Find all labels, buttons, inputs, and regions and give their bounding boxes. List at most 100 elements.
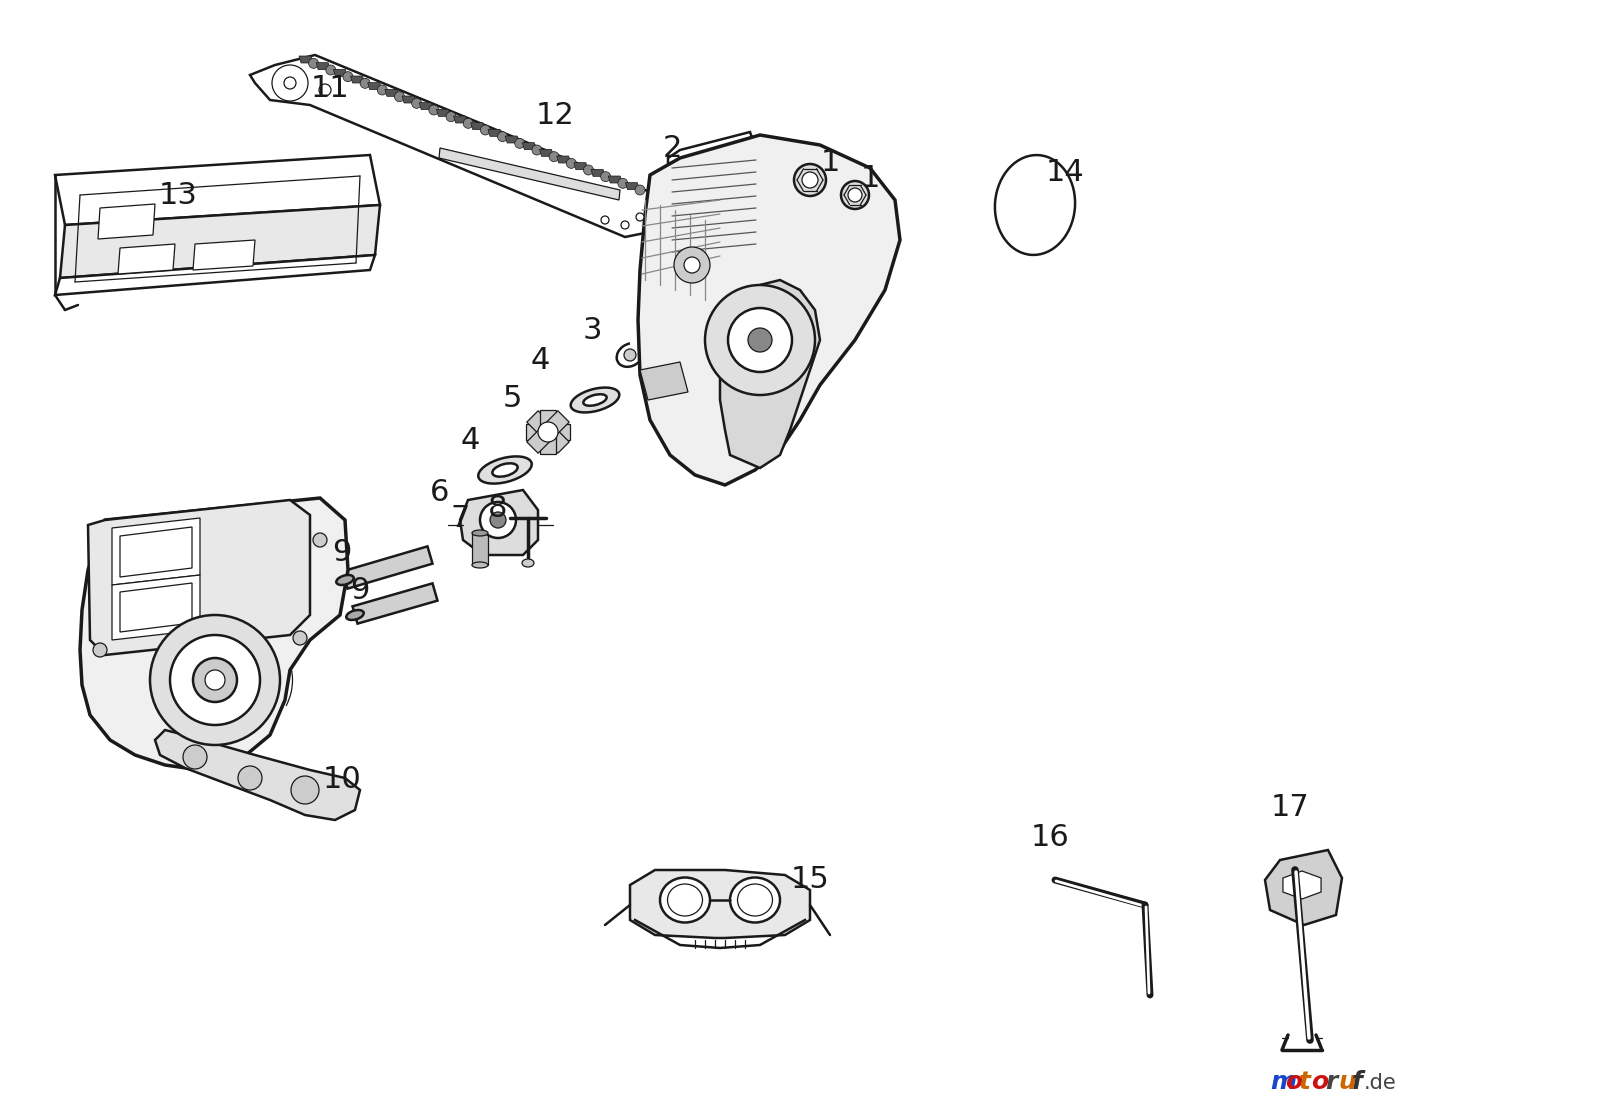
Text: 9: 9 <box>333 538 352 567</box>
Polygon shape <box>54 155 381 225</box>
Polygon shape <box>640 362 688 400</box>
Text: 11: 11 <box>310 74 349 103</box>
Text: 1: 1 <box>821 148 840 177</box>
Circle shape <box>480 125 490 136</box>
Circle shape <box>464 119 474 129</box>
Circle shape <box>728 308 792 372</box>
Circle shape <box>360 78 370 88</box>
Circle shape <box>584 165 594 175</box>
Ellipse shape <box>661 877 710 923</box>
Circle shape <box>635 185 645 195</box>
Circle shape <box>515 139 525 148</box>
Polygon shape <box>368 83 382 90</box>
Text: 13: 13 <box>158 180 197 209</box>
Polygon shape <box>352 584 437 624</box>
Circle shape <box>395 92 405 102</box>
Text: 5: 5 <box>502 383 522 412</box>
Polygon shape <box>342 547 432 589</box>
Circle shape <box>842 181 869 209</box>
Text: u: u <box>1338 1070 1355 1094</box>
Polygon shape <box>541 410 557 454</box>
Circle shape <box>411 99 422 109</box>
Circle shape <box>637 213 643 221</box>
Circle shape <box>602 216 610 224</box>
Polygon shape <box>472 533 488 564</box>
Polygon shape <box>317 63 330 69</box>
Text: 12: 12 <box>536 101 574 130</box>
Circle shape <box>293 631 307 645</box>
Polygon shape <box>669 132 762 280</box>
Text: 2: 2 <box>662 133 682 162</box>
Circle shape <box>794 164 826 196</box>
Polygon shape <box>574 162 587 169</box>
Circle shape <box>150 615 280 745</box>
Polygon shape <box>299 56 314 63</box>
Polygon shape <box>438 148 621 200</box>
Ellipse shape <box>472 530 488 536</box>
Polygon shape <box>557 156 571 164</box>
Polygon shape <box>112 519 200 585</box>
Ellipse shape <box>571 388 619 412</box>
Circle shape <box>318 84 331 96</box>
Polygon shape <box>80 498 349 771</box>
Polygon shape <box>526 411 570 454</box>
Circle shape <box>272 65 307 101</box>
Polygon shape <box>350 76 365 83</box>
Polygon shape <box>112 575 200 640</box>
Circle shape <box>291 776 318 804</box>
Text: 7: 7 <box>450 504 470 532</box>
Polygon shape <box>626 183 640 189</box>
Polygon shape <box>333 69 347 76</box>
Polygon shape <box>118 244 174 274</box>
Text: 17: 17 <box>1270 793 1309 822</box>
Circle shape <box>674 248 710 283</box>
Polygon shape <box>488 129 502 137</box>
Circle shape <box>600 171 611 181</box>
Circle shape <box>749 328 771 352</box>
Circle shape <box>446 112 456 122</box>
Text: f: f <box>1352 1070 1363 1094</box>
Polygon shape <box>539 149 554 157</box>
Circle shape <box>538 422 558 442</box>
Ellipse shape <box>346 610 363 620</box>
Ellipse shape <box>738 884 773 916</box>
Ellipse shape <box>472 562 488 568</box>
Circle shape <box>621 221 629 228</box>
Polygon shape <box>386 90 398 96</box>
Polygon shape <box>720 280 819 468</box>
Text: t: t <box>1299 1070 1310 1094</box>
Circle shape <box>480 502 515 538</box>
Ellipse shape <box>336 575 354 585</box>
Ellipse shape <box>995 155 1075 255</box>
Circle shape <box>205 670 226 690</box>
Polygon shape <box>506 136 518 143</box>
Text: r: r <box>1325 1070 1338 1094</box>
Polygon shape <box>250 55 670 237</box>
Polygon shape <box>454 116 467 123</box>
Circle shape <box>342 72 354 82</box>
Circle shape <box>624 349 637 361</box>
Circle shape <box>314 533 326 547</box>
Polygon shape <box>402 96 416 103</box>
Polygon shape <box>608 176 622 183</box>
Text: 10: 10 <box>323 765 362 794</box>
Text: 16: 16 <box>1030 823 1069 852</box>
Text: 4: 4 <box>461 426 480 455</box>
Polygon shape <box>522 142 536 150</box>
Circle shape <box>498 132 507 141</box>
Circle shape <box>238 766 262 790</box>
Polygon shape <box>437 110 451 116</box>
Circle shape <box>531 144 542 155</box>
Circle shape <box>549 151 558 161</box>
Ellipse shape <box>730 877 781 923</box>
Polygon shape <box>1266 850 1342 925</box>
Polygon shape <box>461 491 538 556</box>
Circle shape <box>490 512 506 528</box>
Circle shape <box>378 85 387 95</box>
Text: 15: 15 <box>790 866 829 895</box>
Circle shape <box>685 256 701 273</box>
Text: 9: 9 <box>350 576 370 605</box>
Polygon shape <box>526 424 570 440</box>
Polygon shape <box>88 500 310 655</box>
Circle shape <box>182 745 206 769</box>
